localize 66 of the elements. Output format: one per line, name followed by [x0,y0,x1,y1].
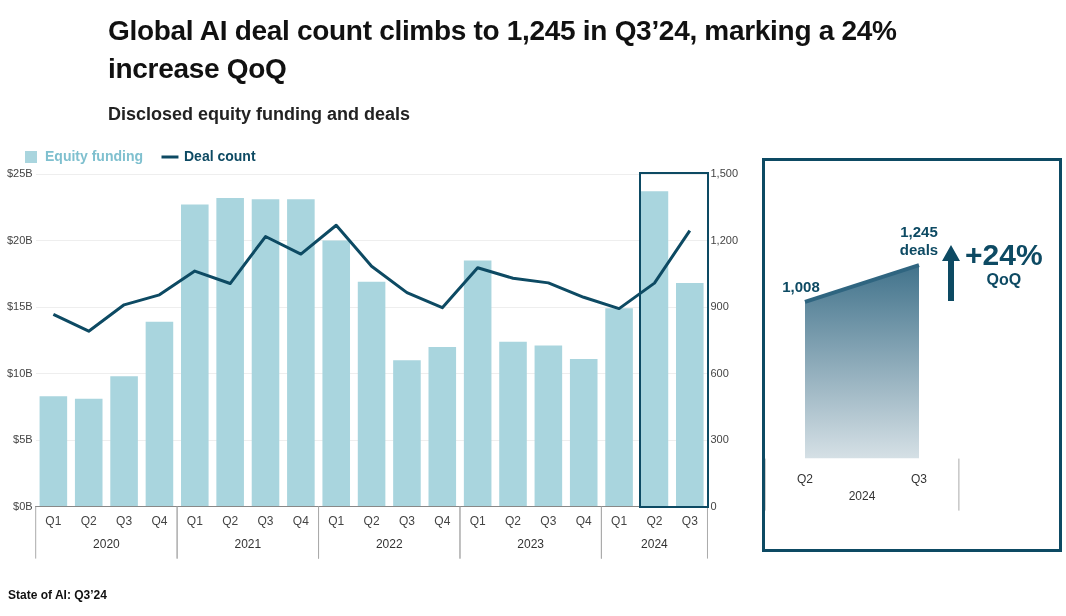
y-tick-label: $15B [6,300,33,313]
x-tick-label: Q1 [328,514,345,529]
y2-tick-label: 900 [710,300,729,313]
x-tick-label: Q1 [186,514,204,529]
x-tick-label: Q2 [222,514,239,529]
x-tick-label: Q3 [398,514,416,529]
bar [428,346,457,507]
legend-label: Equity funding [45,147,143,164]
x-tick-label: Q2 [646,514,663,529]
y2-tick-label: 1,500 [710,167,738,180]
bar [393,360,421,507]
annotation: +24% QoQ [965,238,1043,289]
y-tick-label: $10B [6,366,33,379]
text: 2023 [517,536,545,551]
text: State of AI: Q3’24 [8,588,107,602]
x-tick-label: Q1 [611,514,628,529]
x-tick-label: Q4 [434,514,451,529]
chart-title: Global AI deal count climbs to 1,245 in Q3’24, marking a 24% increase QoQ [108,14,898,86]
bar [287,199,315,507]
y-tick-label: $20B [6,233,33,246]
y2-tick-label: 300 [710,433,729,446]
data-label: 1,008 [782,277,820,295]
bar [499,341,527,507]
bar [676,283,704,507]
y2-tick-label: 1,200 [710,233,738,246]
bar [181,204,209,507]
x-tick-label: Q2 [80,514,98,529]
x-tick-label: Q4 [292,514,310,529]
y-tick-label: $25B [6,167,33,180]
x-tick-label: Q2 [796,472,814,487]
x-tick-label: Q2 [505,514,522,529]
bar [534,345,563,507]
text: 2020 [93,536,121,551]
bar [216,197,244,507]
bar [322,240,351,507]
x-tick-label: Q3 [257,514,274,529]
bar [39,396,68,507]
bar [463,260,492,507]
text: 2021 [234,536,262,551]
bar [110,376,138,507]
chart-subtitle: Disclosed equity funding and deals [108,104,411,125]
x-tick-label: Q1 [469,514,486,529]
text: 2024 [848,488,876,503]
bar [640,191,669,507]
x-tick-label: Q4 [151,514,168,529]
x-tick-label: Q3 [910,472,928,487]
bar [145,321,174,507]
legend-label: Deal count [183,147,256,164]
bar [357,281,386,507]
y-tick-label: $0B [13,499,33,512]
bar [74,398,103,507]
y2-tick-label: 600 [710,366,729,379]
x-tick-label: Q2 [363,514,380,529]
data-label: 1,245 deals [899,223,939,259]
y-tick-label: $5B [13,433,33,446]
x-tick-label: Q4 [575,514,593,529]
bar [605,308,633,507]
x-tick-label: Q3 [116,514,133,529]
text: 2022 [375,536,403,551]
x-tick-label: Q3 [681,514,699,529]
text: 2024 [641,536,669,551]
x-tick-label: Q1 [45,514,62,529]
bar [251,199,280,507]
x-tick-label: Q3 [540,514,557,529]
y2-tick-label: 0 [710,499,717,512]
bar [569,358,598,507]
